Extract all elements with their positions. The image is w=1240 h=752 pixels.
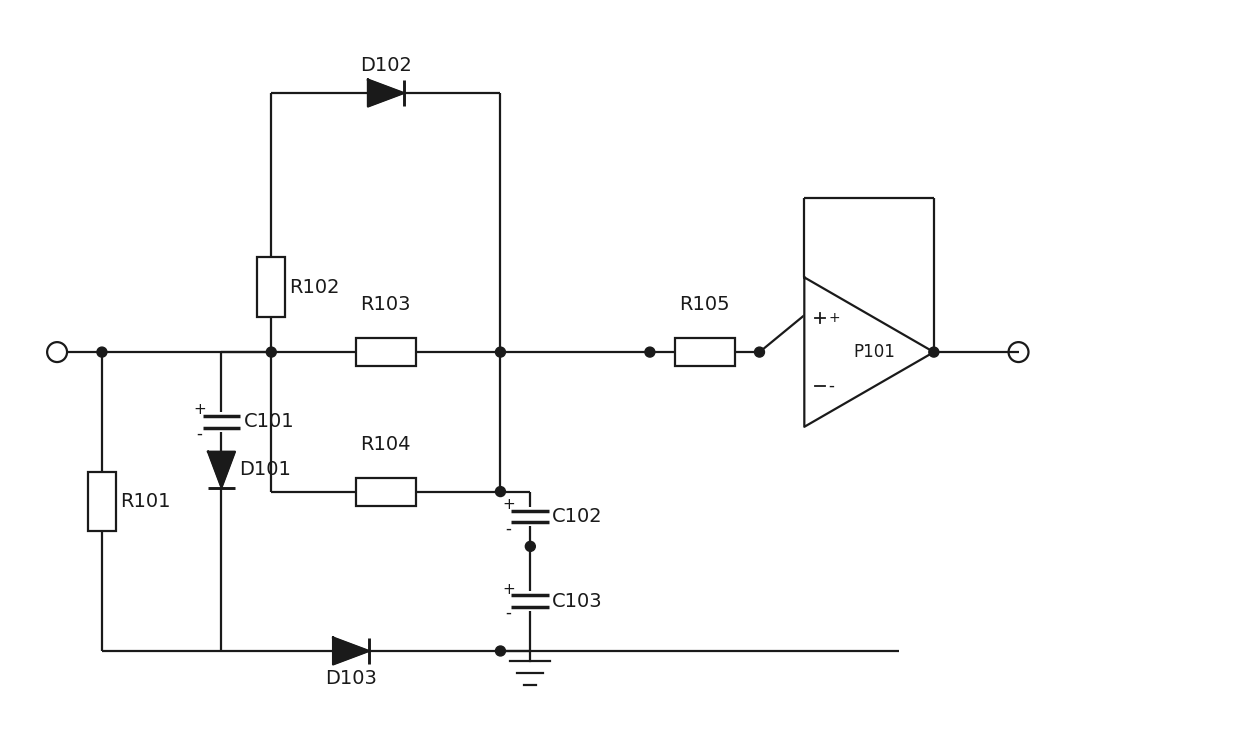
Text: D103: D103	[325, 669, 377, 688]
Text: R105: R105	[680, 296, 730, 314]
Text: +: +	[502, 582, 515, 596]
Circle shape	[496, 347, 506, 357]
Bar	[675, 338, 734, 366]
Bar	[356, 338, 415, 366]
Text: +: +	[193, 402, 206, 417]
Text: R104: R104	[361, 435, 412, 453]
Text: R101: R101	[120, 492, 170, 511]
Text: D101: D101	[239, 460, 291, 479]
Text: C102: C102	[552, 507, 603, 526]
Circle shape	[754, 347, 765, 357]
Text: -: -	[197, 425, 202, 443]
Text: D102: D102	[360, 56, 412, 75]
Circle shape	[267, 347, 277, 357]
Text: -: -	[506, 604, 511, 622]
Text: -: -	[506, 520, 511, 538]
Polygon shape	[208, 452, 234, 487]
Polygon shape	[805, 277, 934, 427]
Text: R102: R102	[289, 277, 340, 297]
Text: C103: C103	[552, 592, 603, 611]
Text: P101: P101	[853, 343, 895, 361]
Bar	[258, 257, 285, 317]
Circle shape	[526, 541, 536, 551]
Circle shape	[645, 347, 655, 357]
Circle shape	[929, 347, 939, 357]
Circle shape	[97, 347, 107, 357]
Bar	[356, 478, 415, 505]
Polygon shape	[368, 80, 404, 107]
Text: +: +	[502, 497, 515, 512]
Circle shape	[496, 646, 506, 656]
Text: -: -	[828, 377, 835, 395]
Polygon shape	[334, 638, 370, 665]
Text: +: +	[828, 311, 839, 326]
Circle shape	[496, 487, 506, 496]
Bar	[88, 472, 115, 532]
Text: R103: R103	[361, 296, 412, 314]
Text: C101: C101	[243, 412, 294, 432]
